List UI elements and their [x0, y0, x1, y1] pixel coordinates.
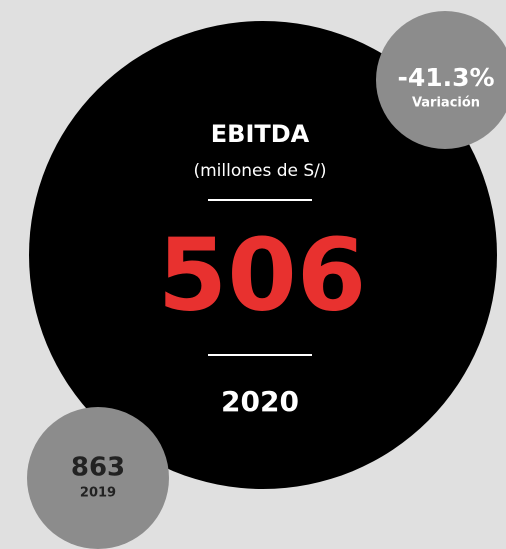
variation-value: -41.3%	[397, 63, 494, 92]
variation-label: Variación	[412, 96, 480, 111]
main-value: 506	[158, 216, 367, 333]
title: EBITDA	[211, 120, 310, 148]
variation-circle	[376, 11, 506, 149]
unit: (millones de S/)	[193, 161, 326, 181]
previous-circle	[27, 407, 169, 549]
previous-year: 2019	[80, 486, 116, 501]
previous-value: 863	[71, 453, 125, 483]
main-circle	[29, 21, 497, 489]
year: 2020	[221, 385, 299, 418]
